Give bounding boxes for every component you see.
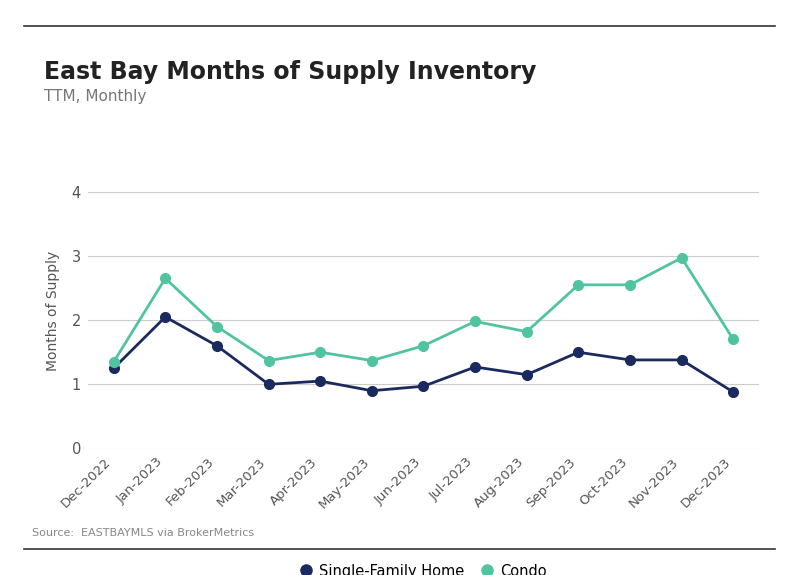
Text: TTM, Monthly: TTM, Monthly <box>44 89 146 104</box>
Single-Family Home <box>729 389 738 396</box>
Line: Single-Family Home: Single-Family Home <box>109 312 738 397</box>
Single-Family Home <box>264 381 273 388</box>
Single-Family Home <box>574 349 583 356</box>
Condo <box>264 357 273 364</box>
Condo <box>213 323 222 330</box>
Condo <box>161 275 170 282</box>
Condo <box>367 357 376 364</box>
Line: Condo: Condo <box>109 253 738 367</box>
Text: East Bay Months of Supply Inventory: East Bay Months of Supply Inventory <box>44 60 536 85</box>
Condo <box>316 349 325 356</box>
Condo <box>574 281 583 288</box>
Single-Family Home <box>109 365 118 371</box>
Condo <box>109 358 118 365</box>
Single-Family Home <box>367 388 376 394</box>
Legend: Single-Family Home, Condo: Single-Family Home, Condo <box>294 558 553 575</box>
Y-axis label: Months of Supply: Months of Supply <box>46 250 61 371</box>
Single-Family Home <box>625 356 634 363</box>
Single-Family Home <box>677 356 686 363</box>
Condo <box>471 318 480 325</box>
Single-Family Home <box>471 363 480 370</box>
Condo <box>729 336 738 343</box>
Single-Family Home <box>213 342 222 349</box>
Condo <box>419 342 428 349</box>
Condo <box>522 328 531 335</box>
Single-Family Home <box>419 383 428 390</box>
Condo <box>677 254 686 261</box>
Text: Source:  EASTBAYMLS via BrokerMetrics: Source: EASTBAYMLS via BrokerMetrics <box>32 528 254 538</box>
Single-Family Home <box>522 371 531 378</box>
Single-Family Home <box>316 378 325 385</box>
Condo <box>625 281 634 288</box>
Single-Family Home <box>161 313 170 320</box>
